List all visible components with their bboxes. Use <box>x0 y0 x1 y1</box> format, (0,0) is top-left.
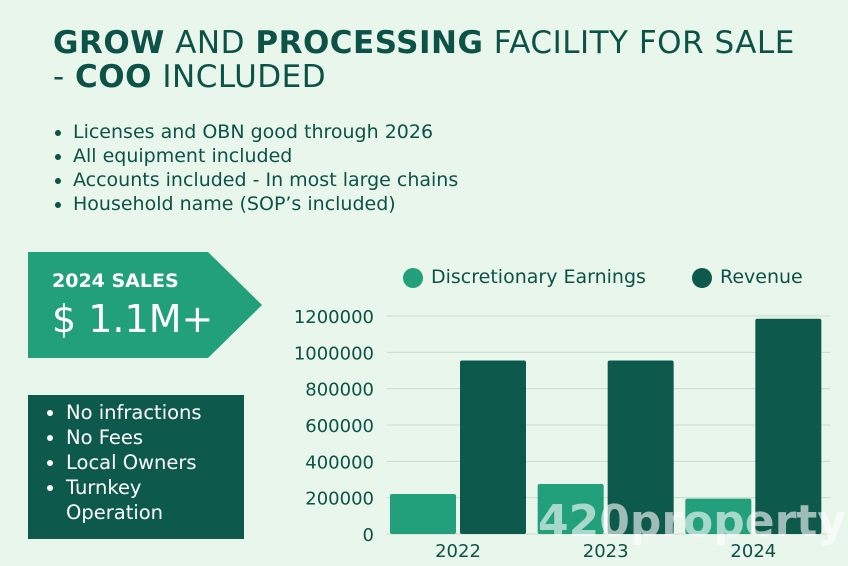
highlight-item: Accounts included - In most large chains <box>73 168 458 192</box>
y-tick-label: 200000 <box>305 489 374 510</box>
y-tick-label: 1000000 <box>294 343 374 364</box>
features-box: No infractions No Fees Local Owners Turn… <box>28 395 244 539</box>
bar-discretionary-earnings <box>537 484 604 534</box>
x-tick-label: 2024 <box>730 541 776 562</box>
x-tick-label: 2023 <box>583 541 629 562</box>
page-title: GROW AND PROCESSING FACILITY FOR SALE - … <box>53 25 795 95</box>
bar-revenue <box>607 360 674 534</box>
y-tick-label: 600000 <box>305 416 374 437</box>
highlight-item: Licenses and OBN good through 2026 <box>73 120 458 144</box>
x-tick-label: 2022 <box>435 541 481 562</box>
sales-arrow-banner <box>28 252 262 358</box>
bar-revenue <box>460 360 526 534</box>
legend-label-revenue: Revenue <box>720 266 803 288</box>
highlight-item: Household name (SOP’s included) <box>73 192 458 216</box>
y-tick-label: 800000 <box>305 380 374 401</box>
y-tick-label: 400000 <box>305 452 374 473</box>
feature-item: Local Owners <box>66 450 244 475</box>
legend-swatch-discretionary <box>403 268 423 288</box>
bar-discretionary-earnings <box>390 494 456 534</box>
sales-label: 2024 SALES <box>52 270 179 292</box>
legend-swatch-revenue <box>692 268 712 288</box>
legend-label-discretionary: Discretionary Earnings <box>431 266 646 288</box>
feature-item: No Fees <box>66 425 244 450</box>
y-tick-label: 1200000 <box>294 307 374 328</box>
watermark-text: 420property <box>538 496 846 547</box>
bar-discretionary-earnings <box>685 498 752 534</box>
feature-item: No infractions <box>66 400 244 425</box>
y-tick-label: 0 <box>363 525 374 546</box>
highlights-list: Licenses and OBN good through 2026 All e… <box>53 120 458 216</box>
highlight-item: All equipment included <box>73 144 458 168</box>
feature-item: Turnkey Operation <box>66 475 244 525</box>
bar-revenue <box>755 318 822 534</box>
sales-value: $ 1.1M+ <box>52 297 214 341</box>
